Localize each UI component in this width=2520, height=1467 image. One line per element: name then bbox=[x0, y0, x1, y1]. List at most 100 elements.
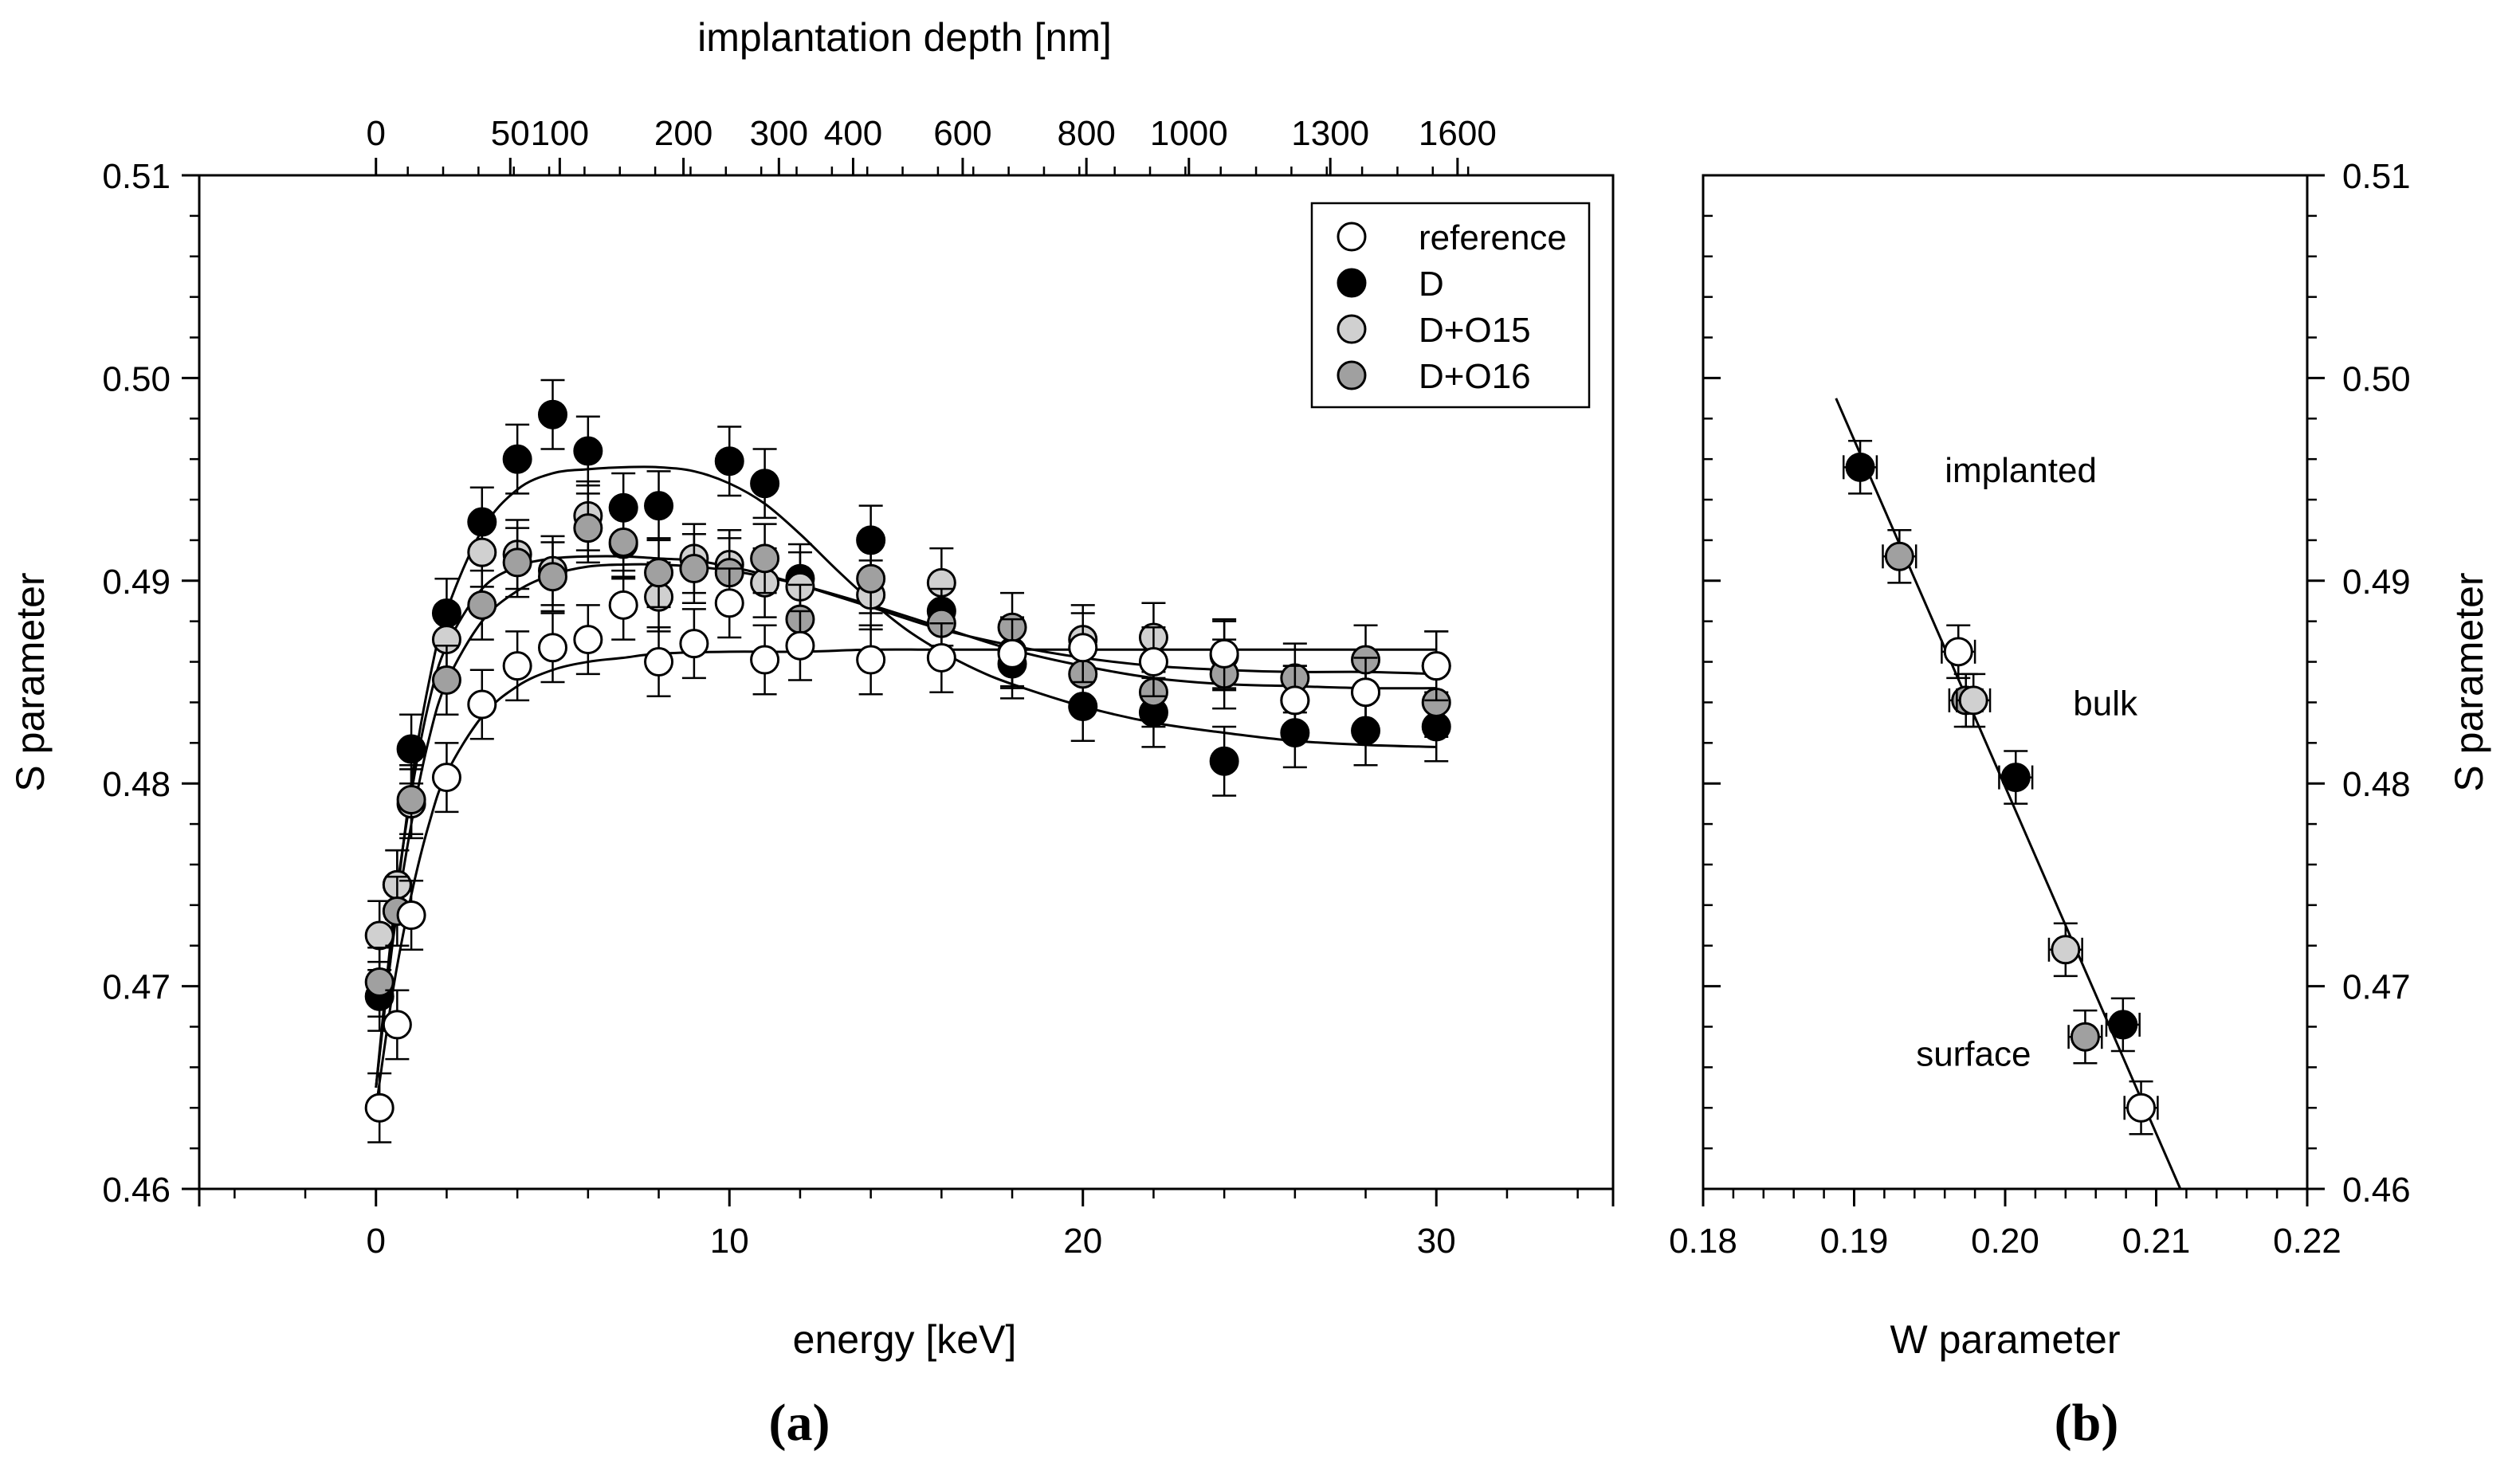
data-point bbox=[644, 647, 674, 677]
data-point bbox=[1138, 647, 1168, 677]
top-tick-label: 600 bbox=[933, 114, 991, 153]
fit-curve bbox=[375, 555, 1437, 1088]
y-tick-label: 0.46 bbox=[102, 1171, 171, 1210]
x-tick-label: 30 bbox=[1417, 1222, 1456, 1261]
data-point bbox=[714, 446, 744, 477]
x-tick-label: 0.22 bbox=[2273, 1222, 2341, 1261]
data-point bbox=[2070, 1022, 2100, 1052]
annotations-b: implanted bulk surface bbox=[1916, 451, 2138, 1074]
top-tick-label: 50 bbox=[491, 114, 530, 153]
data-point bbox=[2000, 763, 2031, 793]
data-point bbox=[1958, 685, 1988, 716]
annotation-implanted: implanted bbox=[1945, 451, 2097, 490]
data-point bbox=[502, 651, 532, 681]
data-point bbox=[2126, 1092, 2157, 1123]
data-point bbox=[644, 491, 674, 521]
data-point bbox=[785, 630, 815, 661]
y-tick-label: 0.48 bbox=[2342, 765, 2411, 804]
data-point bbox=[714, 588, 744, 618]
data-point bbox=[396, 900, 426, 931]
legend-marker bbox=[1337, 268, 1367, 298]
y-tick-label: 0.47 bbox=[2342, 968, 2411, 1007]
data-point bbox=[538, 562, 567, 592]
legend-marker bbox=[1337, 360, 1367, 390]
y-tick-label: 0.48 bbox=[102, 765, 171, 804]
data-point bbox=[1884, 541, 1914, 571]
data-point bbox=[608, 527, 638, 557]
y-tick-label: 0.51 bbox=[102, 157, 171, 196]
fit-curve bbox=[375, 563, 1437, 1088]
top-axis-label-a: implantation depth [nm] bbox=[697, 15, 1112, 60]
top-tick-label: 800 bbox=[1057, 114, 1115, 153]
legend: reference D D+O15 D+O16 bbox=[1310, 202, 1591, 409]
x-tick-label: 20 bbox=[1063, 1222, 1102, 1261]
y-tick-label: 0.50 bbox=[2342, 359, 2411, 398]
top-tick-label: 0 bbox=[367, 114, 386, 153]
top-tick-label: 200 bbox=[654, 114, 712, 153]
plot-frame-a bbox=[198, 174, 1615, 1190]
x-axis-label-a: energy [keV] bbox=[793, 1317, 1017, 1362]
fit-curves-a bbox=[375, 465, 1437, 1108]
x-axis-label-b: W parameter bbox=[1890, 1317, 2121, 1362]
data-point bbox=[1845, 452, 1875, 482]
x-tick-label: 0.20 bbox=[1971, 1222, 2039, 1261]
data-point bbox=[431, 665, 461, 695]
data-point bbox=[1943, 637, 1973, 667]
data-point bbox=[750, 543, 780, 574]
data-point bbox=[644, 558, 674, 588]
data-point bbox=[396, 785, 426, 815]
legend-marker bbox=[1337, 314, 1367, 344]
fit-curve bbox=[375, 648, 1437, 1108]
data-point bbox=[1068, 633, 1098, 663]
top-tick-label: 1000 bbox=[1150, 114, 1228, 153]
data-point bbox=[467, 689, 497, 720]
x-tick-label: 0.18 bbox=[1669, 1222, 1737, 1261]
y-tick-label: 0.46 bbox=[2342, 1171, 2411, 1210]
data-point bbox=[679, 554, 709, 584]
data-point bbox=[1280, 685, 1310, 716]
panel-b: 0.18 0.19 0.20 0.21 0.220.46 0.47 0.48 0.49 0.50… bbox=[1669, 157, 2491, 1452]
top-tick-label: 1300 bbox=[1291, 114, 1369, 153]
y-axis-label-b: S parameter bbox=[2447, 572, 2491, 791]
data-point bbox=[926, 642, 956, 673]
legend-label: D+O15 bbox=[1419, 311, 1531, 350]
axis-ticks-b: 0.18 0.19 0.20 0.21 0.220.46 0.47 0.48 0.49 0.50… bbox=[1669, 157, 2410, 1261]
y-axis-label-a: S parameter bbox=[8, 572, 53, 791]
data-point bbox=[750, 645, 780, 675]
legend-label: reference bbox=[1419, 218, 1567, 257]
top-tick-label: 400 bbox=[824, 114, 882, 153]
data-point bbox=[608, 590, 638, 620]
panel-label-b: (b) bbox=[2055, 1394, 2119, 1452]
data-point bbox=[538, 399, 567, 430]
y-tick-label: 0.47 bbox=[102, 968, 171, 1007]
data-points-a bbox=[364, 379, 1451, 1143]
x-tick-label: 0.19 bbox=[1820, 1222, 1889, 1261]
y-tick-label: 0.50 bbox=[102, 359, 171, 398]
data-point bbox=[573, 625, 603, 655]
data-points-b bbox=[1842, 440, 2159, 1136]
y-tick-label: 0.51 bbox=[2342, 157, 2411, 196]
legend-label: D bbox=[1419, 265, 1444, 304]
x-tick-label: 10 bbox=[710, 1222, 749, 1261]
data-point bbox=[364, 967, 394, 998]
annotation-bulk: bulk bbox=[2073, 684, 2138, 723]
data-point bbox=[856, 645, 886, 675]
axis-ticks-a: 0 10 20 30 0.46 0.47 0.48 0.49 0.50 0.51 0 50 100 200… bbox=[102, 114, 1615, 1261]
data-point bbox=[750, 469, 780, 499]
top-tick-label: 300 bbox=[750, 114, 808, 153]
top-tick-label: 100 bbox=[531, 114, 589, 153]
data-point bbox=[679, 629, 709, 659]
panel-a: 0 10 20 30 0.46 0.47 0.48 0.49 0.50 0.51 0 50 100 200… bbox=[8, 15, 1615, 1452]
data-point bbox=[1209, 746, 1239, 776]
data-point bbox=[573, 513, 603, 543]
data-point bbox=[431, 763, 461, 793]
data-point bbox=[1351, 677, 1381, 708]
data-point bbox=[396, 734, 426, 764]
data-point bbox=[382, 1010, 412, 1040]
data-point bbox=[502, 547, 532, 578]
y-tick-label: 0.49 bbox=[102, 563, 171, 602]
panel-label-a: (a) bbox=[769, 1394, 830, 1452]
data-point bbox=[856, 563, 886, 594]
x-tick-label: 0 bbox=[367, 1222, 386, 1261]
